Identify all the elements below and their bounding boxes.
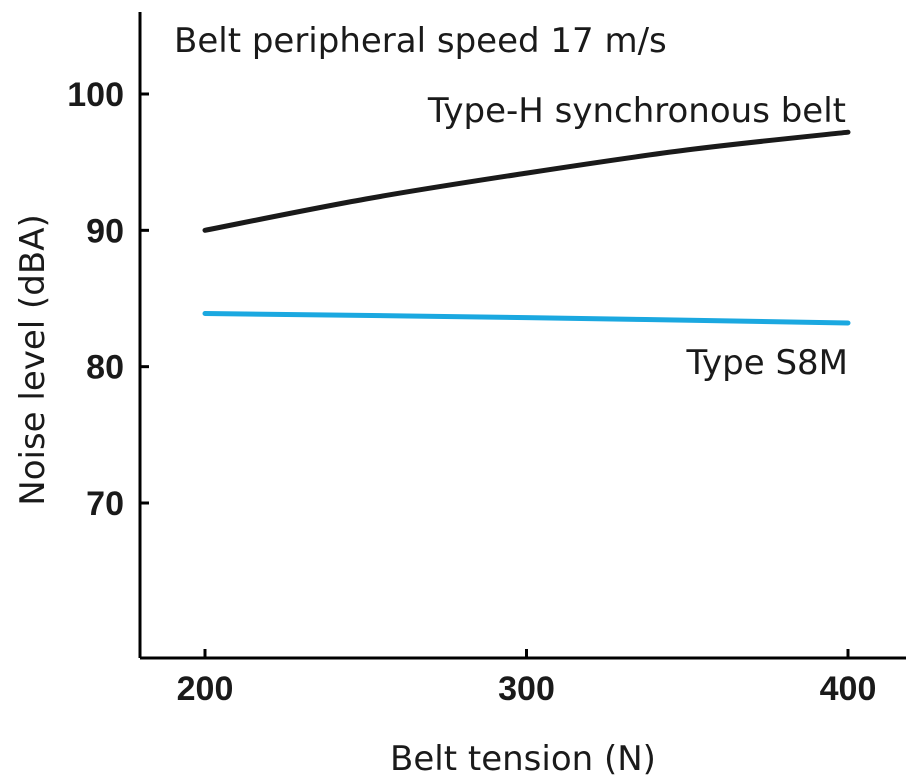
series-line-0 <box>202 129 851 233</box>
y-tick-label-90: 90 <box>86 212 124 250</box>
series-label-type-h: Type-H synchronous belt <box>427 91 846 131</box>
y-axis-title: Noise level (dBA) <box>13 214 53 505</box>
series-lines <box>202 129 851 326</box>
y-axis-ticks: 70 80 90 100 <box>67 76 149 523</box>
y-tick-label-100: 100 <box>67 76 124 114</box>
chart-subtitle: Belt peripheral speed 17 m/s <box>174 21 667 61</box>
series-line-1 <box>202 311 851 326</box>
y-tick-label-70: 70 <box>86 485 124 523</box>
x-tick-label-300: 300 <box>498 670 555 708</box>
x-tick-label-400: 400 <box>820 670 877 708</box>
x-axis-title: Belt tension (N) <box>390 739 656 779</box>
series-label-type-s8m: Type S8M <box>686 343 848 383</box>
x-tick-label-200: 200 <box>177 670 234 708</box>
x-axis-ticks: 200 300 400 <box>177 649 877 708</box>
y-tick-label-80: 80 <box>86 349 124 387</box>
